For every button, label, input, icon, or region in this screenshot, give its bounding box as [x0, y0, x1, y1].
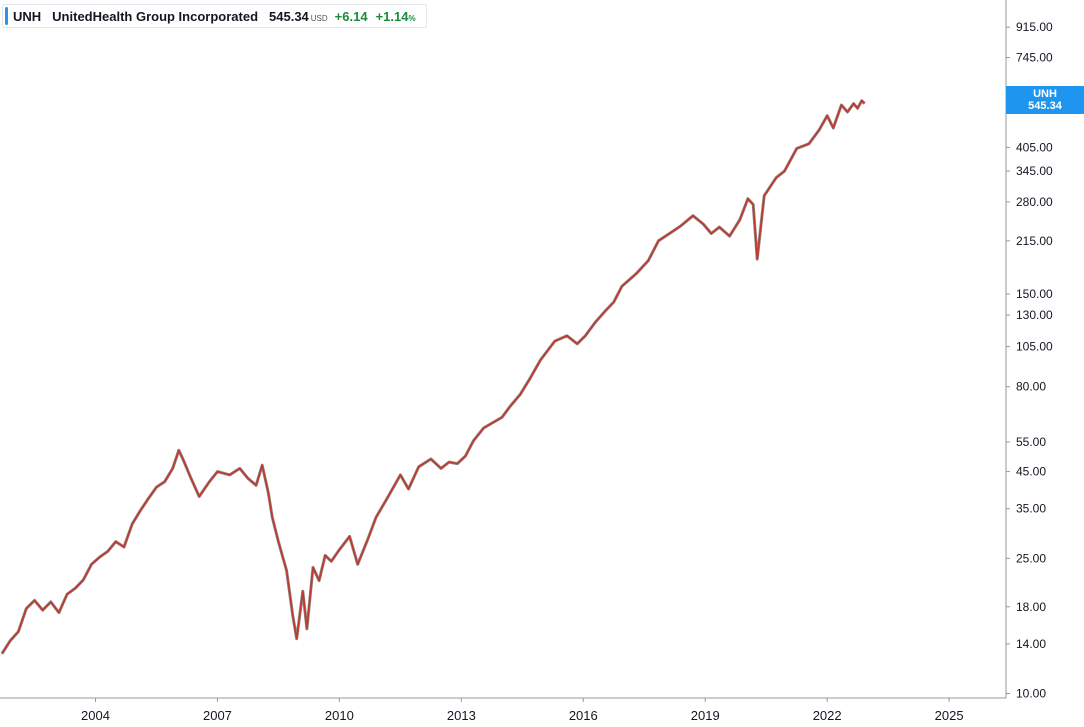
price-tick-label: 105.00 [1016, 340, 1053, 354]
time-tick-label: 2022 [813, 708, 842, 723]
price-tick-label: 745.00 [1016, 50, 1053, 64]
price-tag-value: 545.34 [1028, 100, 1062, 112]
price-tick-label: 35.00 [1016, 502, 1046, 516]
time-tick-label: 2013 [447, 708, 476, 723]
legend-symbol: UNH [13, 8, 42, 24]
price-tick-label: 18.00 [1016, 600, 1046, 614]
price-tick-label: 25.00 [1016, 551, 1046, 565]
price-series [0, 99, 866, 655]
time-tick-label: 2016 [569, 708, 598, 723]
price-tick-label: 915.00 [1016, 20, 1053, 34]
time-tick-label: 2004 [81, 708, 110, 723]
legend-change: +6.14 [334, 8, 368, 24]
legend-change-percent: +1.14 [375, 8, 409, 24]
last-price-tag: UNH 545.34 [1006, 86, 1084, 114]
price-axis[interactable]: 915.00 745.00 405.00 345.00 280.00 215.00 150.… [1006, 20, 1053, 701]
price-tick-label: 345.00 [1016, 164, 1053, 178]
price-tick-label: 130.00 [1016, 308, 1053, 322]
price-tick-label: 14.00 [1016, 637, 1046, 651]
series-line [1, 99, 866, 655]
series-line-shadow [0, 99, 866, 655]
time-tick-label: 2025 [935, 708, 964, 723]
legend-last-price: 545.34 [269, 8, 309, 24]
price-tick-label: 215.00 [1016, 234, 1053, 248]
price-tag-symbol: UNH [1033, 88, 1057, 100]
time-axis[interactable]: 2004 2007 2010 2013 2016 2019 2022 2025 [81, 698, 964, 723]
price-tick-label: 10.00 [1016, 687, 1046, 701]
time-tick-label: 2010 [325, 708, 354, 723]
symbol-legend[interactable]: UNH UnitedHealth Group Incorporated 545.… [2, 4, 427, 28]
price-tick-label: 405.00 [1016, 140, 1053, 154]
price-tick-label: 55.00 [1016, 435, 1046, 449]
series-color-marker [5, 7, 8, 25]
legend-percent-sign: % [408, 13, 416, 23]
price-tick-label: 45.00 [1016, 465, 1046, 479]
time-tick-label: 2007 [203, 708, 232, 723]
time-tick-label: 2019 [691, 708, 720, 723]
legend-currency: USD [310, 13, 328, 23]
price-tick-label: 150.00 [1016, 287, 1053, 301]
legend-company-name: UnitedHealth Group Incorporated [52, 8, 259, 24]
price-tick-label: 280.00 [1016, 195, 1053, 209]
price-tick-label: 80.00 [1016, 380, 1046, 394]
